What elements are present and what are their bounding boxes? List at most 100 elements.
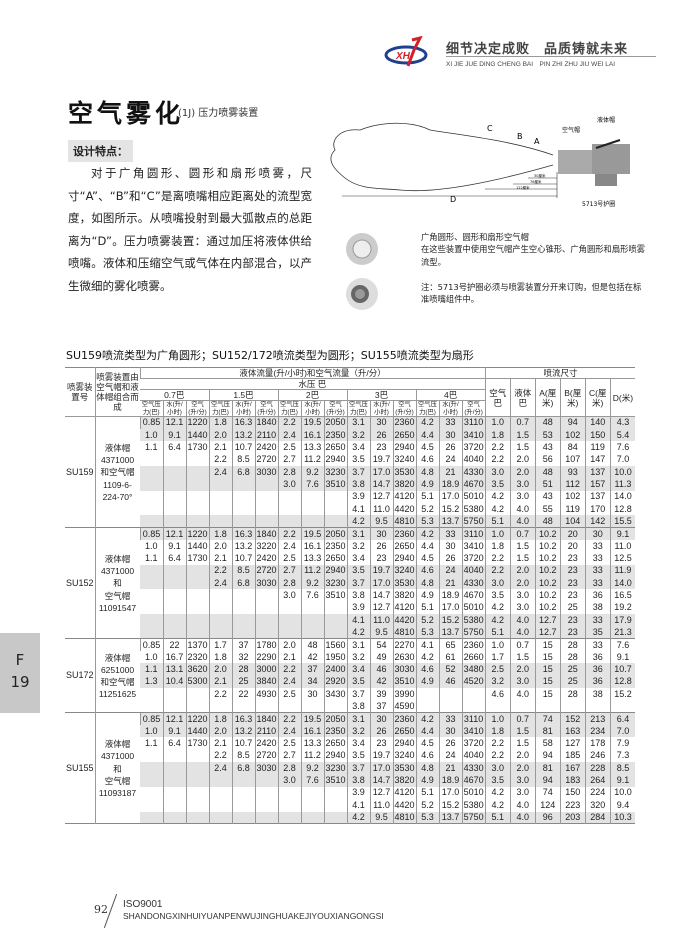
table-cell: 23	[559, 614, 586, 627]
table-cell: 1220	[185, 527, 209, 540]
table-cell: 3.8	[346, 589, 370, 602]
table-cell	[162, 478, 186, 491]
table-cell: 5750	[461, 515, 486, 528]
table-cell	[254, 799, 278, 812]
table-cell: 30	[584, 527, 611, 540]
table-cell: 1730	[185, 737, 209, 750]
header-sub-col: 空气(升/分)	[392, 400, 416, 417]
table-cell	[185, 576, 209, 590]
table-cell: 4.4	[415, 539, 439, 553]
table-cell: 1840	[254, 712, 278, 726]
table-cell: 3.4	[346, 552, 370, 565]
table-cell: 2.5	[277, 441, 301, 454]
table-cell	[162, 515, 186, 528]
table-cell: 224	[584, 786, 611, 800]
table-cell: 9.1	[162, 725, 186, 738]
table-cell: 5380	[461, 614, 486, 627]
table-cell	[208, 774, 232, 787]
table-cell: 3240	[392, 453, 416, 466]
table-cell: 28	[559, 651, 586, 664]
table-cell	[140, 491, 163, 503]
table-cell: 5010	[461, 601, 486, 614]
table-cell: 1370	[185, 638, 209, 652]
table-cell: 3.0	[509, 774, 536, 787]
table-cell: 11.2	[300, 564, 324, 577]
table-cell: 12.7	[369, 786, 393, 800]
table-cell: 1.0	[484, 527, 511, 540]
table-cell: 12.7	[369, 490, 393, 503]
table-cell: 14.7	[369, 478, 393, 491]
table-cell: 3240	[392, 564, 416, 577]
section-letter: F	[15, 651, 25, 669]
table-cell: 4670	[461, 478, 486, 491]
table-cell: 1.0	[484, 415, 511, 429]
combo-line: 空气帽	[104, 775, 131, 786]
table-cell: 15.2	[438, 502, 462, 516]
table-cell: 30	[369, 712, 393, 726]
table-cell	[277, 614, 301, 627]
table-cell: 2.5	[484, 663, 511, 676]
table-cell: 23	[559, 626, 586, 639]
table-cell: 30	[369, 415, 393, 429]
table-cell: 4.1	[346, 614, 370, 627]
table-cell: 2.5	[277, 737, 301, 750]
combo-line: 4371000	[100, 751, 135, 762]
table-row: 1.1 13.1 3620 2.0 28 3000 2.2 37 2400 3.4 46 3030 4.…	[65, 663, 636, 676]
table-cell: 137	[584, 490, 611, 503]
table-cell	[140, 564, 163, 577]
table-cell: 5750	[461, 626, 486, 639]
air-cap-image	[346, 233, 378, 265]
table-cell: 18.9	[438, 774, 462, 787]
table-cell: 1440	[185, 539, 209, 553]
header-sub-col: 水(升/小时)	[438, 400, 462, 417]
table-cell: 1730	[185, 552, 209, 565]
table-cell	[208, 589, 232, 602]
table-cell: 127	[559, 737, 586, 750]
table-cell	[277, 515, 301, 528]
table-row: SU172 液体帽 6251000 和空气帽 11251625 0.85 22 1370 1.7…	[65, 638, 636, 713]
table-cell: 2400	[323, 663, 347, 676]
table-cell: 1840	[254, 527, 278, 540]
table-cell	[185, 799, 209, 812]
table-cell: 157	[584, 478, 611, 491]
table-cell: 19.5	[300, 712, 324, 726]
header-pressure-level: 2巴	[277, 389, 347, 401]
table-cell: 9.1	[609, 774, 636, 787]
table-cell	[254, 626, 278, 639]
table-cell: 7.0	[609, 453, 636, 466]
table-cell: 5380	[461, 502, 486, 516]
table-cell	[140, 762, 163, 775]
header-flow: 液体流量(升/小时)和空气流量（升/分）	[139, 367, 486, 379]
table-cell: 4.6	[484, 688, 511, 701]
table-cell: 22	[231, 688, 255, 701]
table-cell: 15.2	[438, 799, 462, 812]
table-cell: 28	[231, 663, 255, 676]
table-cell: 4590	[392, 700, 416, 713]
table-row: 1.0 16.7 2320 1.8 32 2290 2.1 42 1950 3.2 49 2630 4.…	[65, 651, 636, 664]
table-cell	[208, 614, 232, 627]
spec-table: 喷雾装置号 喷雾装置由空气帽和液体帽组合而成 液体流量(升/小时)和空气流量（升/分…	[65, 367, 636, 825]
nozzle-image	[558, 139, 630, 186]
table-cell	[231, 774, 255, 787]
table-cell: 3480	[461, 663, 486, 676]
table-cell	[254, 786, 278, 800]
table-cell: 0.7	[509, 712, 536, 726]
table-cell: 10.0	[609, 786, 636, 800]
header-sub-col: 空气(升/分)	[254, 400, 278, 417]
table-cell	[208, 502, 232, 516]
table-cell	[231, 811, 255, 824]
table-cell: 5300	[185, 675, 209, 689]
table-cell	[323, 786, 347, 800]
table-cell	[162, 490, 186, 503]
table-cell: 2.2	[277, 712, 301, 726]
table-cell: 94	[559, 415, 586, 429]
table-cell: 3.5	[346, 564, 370, 577]
table-cell: 7.6	[300, 478, 324, 491]
table-row: 1.1 6.4 1730 2.1 10.7 2420 2.5 13.3 2650 3.4 23 294…	[65, 737, 636, 750]
table-cell: 3.5	[346, 749, 370, 763]
table-cell: 2.7	[277, 749, 301, 763]
table-cell: 17.0	[369, 576, 393, 590]
table-cell: 4520	[461, 675, 486, 689]
table-cell	[323, 811, 347, 824]
table-cell: 3.7	[346, 465, 370, 479]
